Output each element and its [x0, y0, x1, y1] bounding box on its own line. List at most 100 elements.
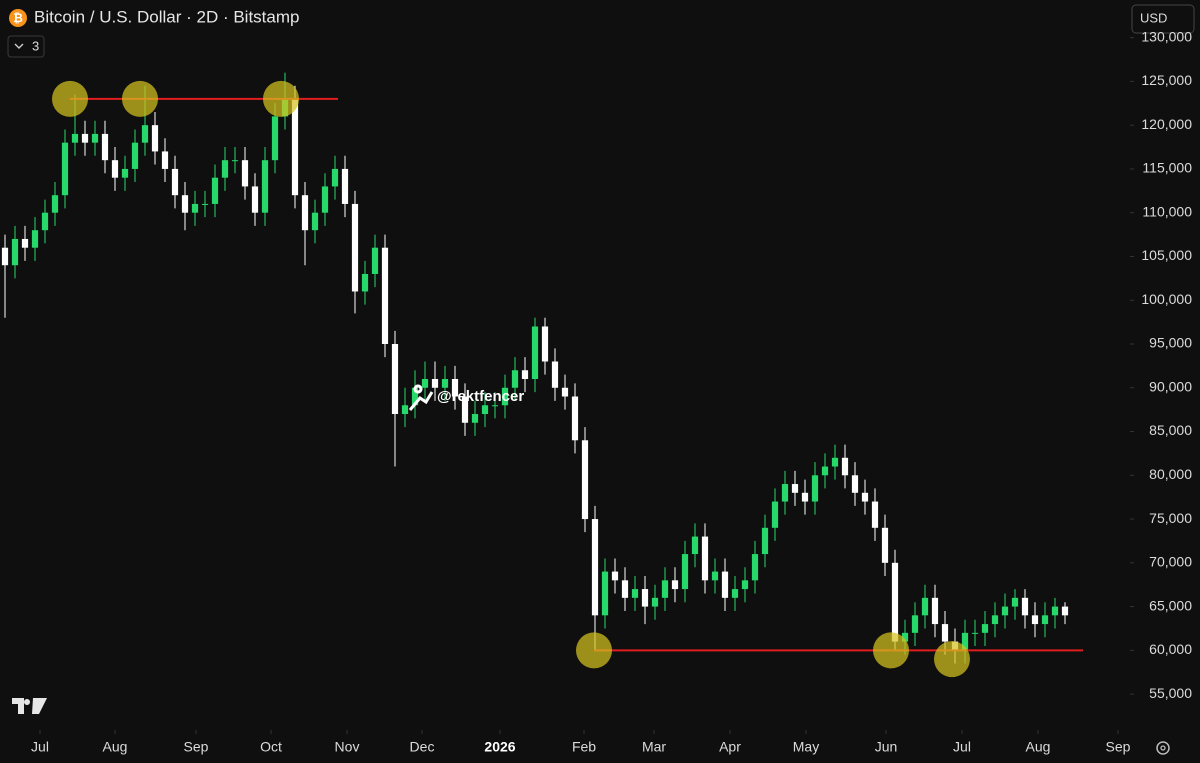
y-tick-label: 80,000	[1149, 466, 1192, 482]
candle-body	[991, 615, 999, 625]
candle-body	[741, 580, 749, 590]
candle-body	[761, 527, 769, 555]
touch-marker	[122, 80, 158, 117]
candle-body	[571, 396, 579, 441]
y-tick-label: 105,000	[1141, 247, 1192, 263]
candle-body	[111, 160, 119, 178]
indicator-toggle[interactable]	[7, 35, 45, 58]
candle-body	[361, 273, 369, 292]
candle-body	[1021, 597, 1029, 616]
candle-body	[661, 580, 669, 598]
candle-body	[191, 203, 199, 213]
x-tick-label: Aug	[103, 739, 128, 755]
candle-body	[961, 632, 969, 651]
x-tick-label: Sep	[1106, 739, 1131, 755]
candle-body	[31, 230, 39, 248]
candle-body	[51, 195, 59, 213]
candle-body	[401, 405, 409, 415]
x-tick-label: Dec	[410, 739, 435, 755]
watermark: @rektfencer	[437, 388, 524, 405]
candle-body	[771, 501, 779, 528]
y-tick-label: 90,000	[1149, 378, 1192, 394]
candle-body	[941, 624, 949, 642]
settings-button[interactable]	[1156, 741, 1170, 755]
candle-body	[451, 379, 459, 397]
candle-body	[671, 580, 679, 590]
candle-body	[181, 195, 189, 213]
candle-body	[211, 177, 219, 204]
y-tick-label: 65,000	[1149, 597, 1192, 613]
indicator-count: 3	[32, 38, 39, 53]
touch-marker	[576, 632, 612, 669]
candle-body	[271, 116, 279, 161]
candle-body	[881, 527, 889, 563]
candle-body	[851, 475, 859, 493]
candle-body	[581, 440, 589, 520]
candle-body	[351, 203, 359, 292]
candle-body	[41, 212, 49, 231]
candle-body	[1, 247, 9, 266]
candle-body	[341, 168, 349, 204]
candle-body	[411, 387, 419, 406]
x-tick-label: Apr	[719, 739, 741, 755]
candle-body	[591, 519, 599, 616]
y-tick-label: 75,000	[1149, 510, 1192, 526]
candle-body	[161, 151, 169, 169]
candle-body	[651, 597, 659, 607]
candle-body	[641, 589, 649, 607]
x-tick-label: Nov	[335, 739, 360, 755]
candle-body	[801, 492, 809, 502]
candle-body	[871, 501, 879, 528]
candle-body	[1011, 597, 1019, 607]
candle-body	[631, 589, 639, 598]
candle-body	[261, 160, 269, 213]
candle-body	[511, 370, 519, 388]
touch-marker	[263, 80, 299, 117]
candle-body	[551, 361, 559, 388]
candle-body	[721, 571, 729, 598]
candle-body	[1041, 615, 1049, 625]
candle-body	[1061, 606, 1069, 616]
candle-body	[521, 370, 529, 380]
candle-body	[931, 597, 939, 625]
candle-body	[381, 247, 389, 344]
candle-body	[711, 571, 719, 581]
settings-inner	[1160, 745, 1166, 751]
candle-body	[531, 326, 539, 380]
candle-body	[121, 168, 129, 178]
touch-marker	[52, 80, 88, 117]
x-tick-label: Mar	[642, 739, 666, 755]
y-tick-label: 85,000	[1149, 422, 1192, 438]
tv-logo	[12, 698, 47, 714]
candle-body	[481, 405, 489, 415]
y-tick-label: 60,000	[1149, 641, 1192, 657]
y-tick-label: 130,000	[1141, 28, 1192, 44]
candle-body	[1001, 606, 1009, 616]
candle-body	[241, 160, 249, 187]
candle-body	[91, 133, 99, 143]
touch-marker	[873, 632, 909, 669]
currency-button[interactable]	[1131, 4, 1195, 34]
y-tick-label: 120,000	[1141, 116, 1192, 132]
candle-body	[151, 125, 159, 152]
candle-body	[1031, 615, 1039, 625]
candle-body	[601, 571, 609, 616]
candle-body	[981, 624, 989, 633]
x-tick-label: Jul	[953, 739, 971, 755]
candle-body	[421, 379, 429, 388]
x-tick-label: Jun	[875, 739, 898, 755]
candle-body	[11, 238, 19, 266]
candle-body	[291, 98, 299, 196]
x-tick-label: Jul	[31, 739, 49, 755]
chevron	[14, 43, 24, 49]
candle-body	[441, 379, 449, 388]
candle-body	[301, 195, 309, 231]
y-tick-label: 100,000	[1141, 291, 1192, 307]
candle-body	[561, 387, 569, 397]
x-tick-label: Feb	[572, 739, 596, 755]
candle-body	[21, 238, 29, 248]
y-tick-label: 115,000	[1142, 160, 1192, 176]
candle-body	[231, 160, 239, 162]
candle-body	[911, 615, 919, 633]
candle-body	[61, 142, 69, 196]
